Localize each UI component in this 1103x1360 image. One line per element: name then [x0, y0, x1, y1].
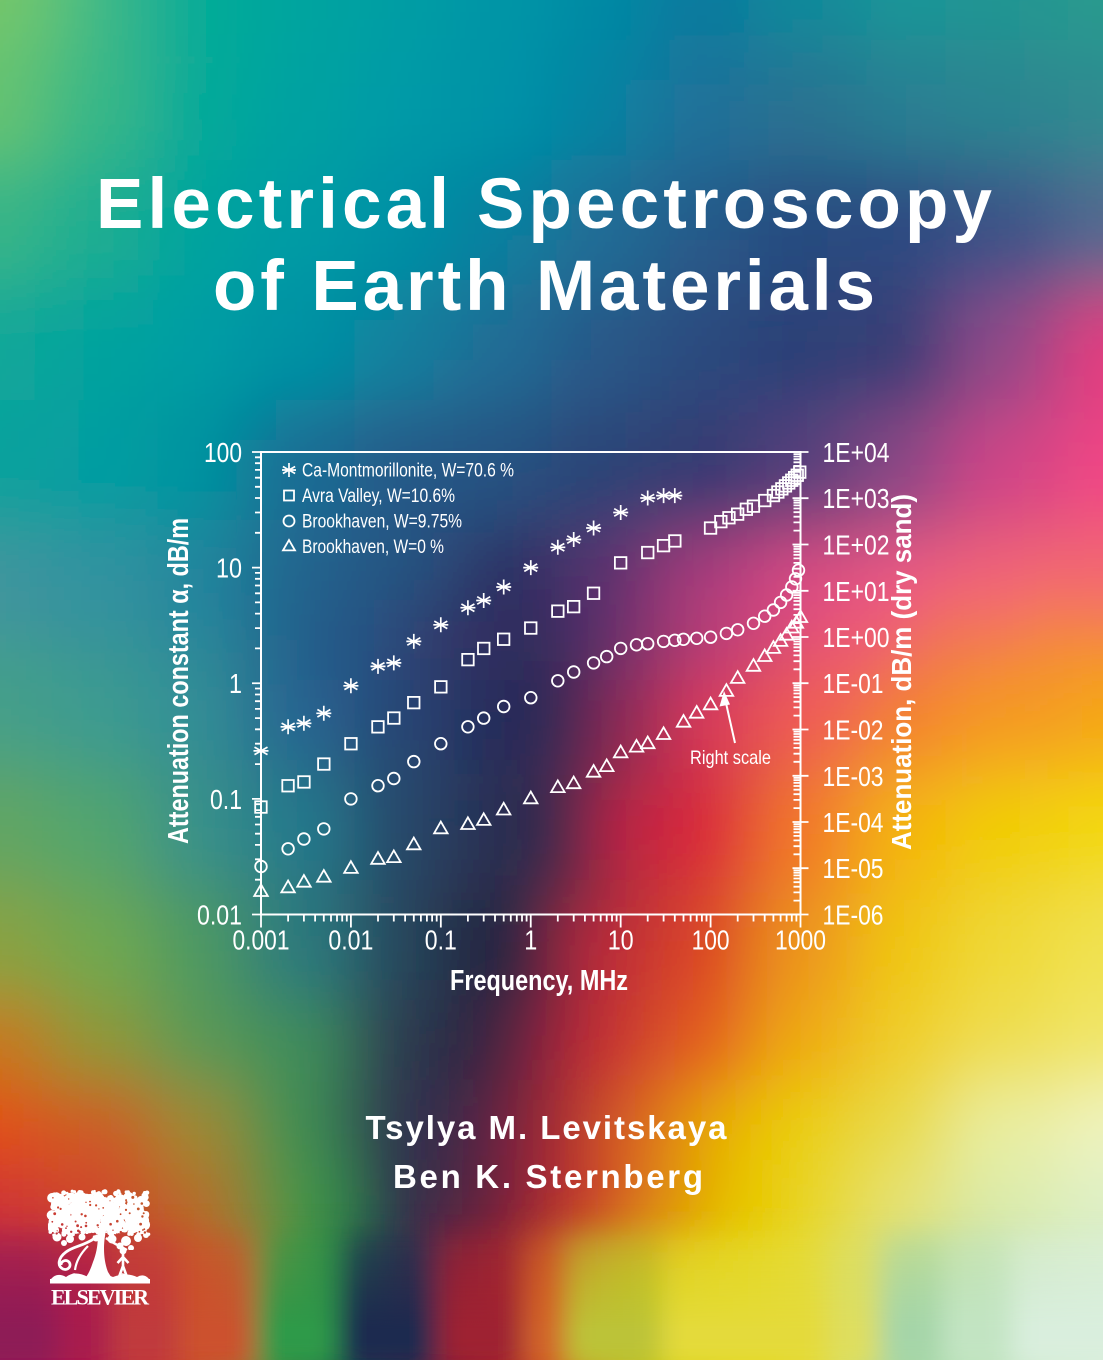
svg-text:Electrical Spectroscopy: Electrical Spectroscopy	[96, 165, 993, 244]
svg-text:1E+01: 1E+01	[823, 576, 890, 607]
svg-text:1E-04: 1E-04	[823, 807, 884, 838]
svg-text:Ca-Montmorillonite, W=70.6 %: Ca-Montmorillonite, W=70.6 %	[302, 461, 514, 482]
svg-text:Avra Valley, W=10.6%: Avra Valley, W=10.6%	[302, 486, 455, 507]
svg-text:1E-05: 1E-05	[823, 853, 884, 884]
svg-text:1: 1	[524, 925, 537, 956]
svg-text:1E+03: 1E+03	[823, 483, 890, 514]
svg-text:Tsylya M. Levitskaya: Tsylya M. Levitskaya	[366, 1109, 728, 1146]
svg-text:1E+02: 1E+02	[823, 530, 890, 561]
svg-text:0.1: 0.1	[210, 784, 242, 815]
svg-text:0.01: 0.01	[197, 900, 242, 931]
svg-text:Attenuation constant α, dB/m: Attenuation constant α, dB/m	[163, 518, 195, 844]
svg-text:100: 100	[204, 437, 242, 468]
svg-text:Right scale: Right scale	[690, 747, 771, 769]
svg-text:Brookhaven, W=9.75%: Brookhaven, W=9.75%	[302, 512, 462, 533]
svg-text:Attenuation, dB/m (dry sand): Attenuation, dB/m (dry sand)	[886, 494, 917, 850]
svg-text:Ben K. Sternberg: Ben K. Sternberg	[393, 1158, 703, 1195]
svg-text:1E-06: 1E-06	[823, 900, 884, 931]
svg-text:1E-01: 1E-01	[823, 668, 884, 699]
svg-text:0.001: 0.001	[233, 925, 290, 956]
svg-text:of Earth Materials: of Earth Materials	[213, 247, 875, 326]
svg-text:0.01: 0.01	[328, 925, 373, 956]
svg-text:10: 10	[608, 925, 634, 956]
svg-text:1000: 1000	[775, 925, 826, 956]
svg-text:Brookhaven, W=0 %: Brookhaven, W=0 %	[302, 537, 444, 558]
svg-text:1: 1	[229, 668, 242, 699]
svg-text:100: 100	[692, 925, 730, 956]
svg-text:1E+04: 1E+04	[823, 437, 890, 468]
svg-text:10: 10	[216, 553, 242, 584]
svg-text:1E-02: 1E-02	[823, 715, 884, 746]
svg-text:0.1: 0.1	[425, 925, 457, 956]
svg-text:1E-03: 1E-03	[823, 761, 884, 792]
svg-text:1E+00: 1E+00	[823, 622, 890, 653]
svg-text:ELSEVIER: ELSEVIER	[51, 1285, 150, 1310]
svg-text:Frequency, MHz: Frequency, MHz	[450, 965, 628, 997]
